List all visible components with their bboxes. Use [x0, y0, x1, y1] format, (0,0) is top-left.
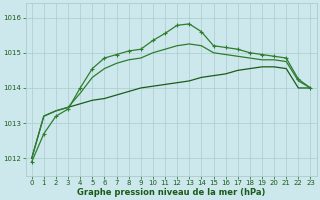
X-axis label: Graphe pression niveau de la mer (hPa): Graphe pression niveau de la mer (hPa) — [77, 188, 265, 197]
